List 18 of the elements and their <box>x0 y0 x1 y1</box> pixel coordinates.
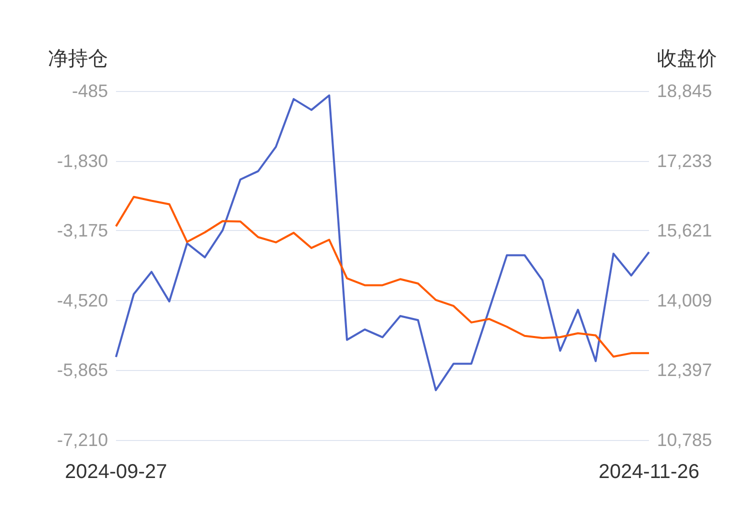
y-tick-label: -5,865 <box>56 360 108 380</box>
y2-tick-label: 12,397 <box>657 360 712 380</box>
y2-axis-title: 收盘价 <box>657 48 717 70</box>
line-series <box>115 196 650 358</box>
x-tick-label: 2024-11-26 <box>598 461 700 483</box>
y-tick-label: -4,520 <box>56 290 108 310</box>
y2-tick-label: 18,845 <box>657 81 712 101</box>
y-tick-label: -3,175 <box>56 220 108 241</box>
y2-tick-label: 10,785 <box>657 430 712 450</box>
y2-tick-label: 15,621 <box>657 220 712 241</box>
y-tick-label: -7,210 <box>56 430 108 450</box>
y2-tick-label: 14,009 <box>657 290 712 310</box>
y-tick-label: -1,830 <box>56 150 108 171</box>
line-series <box>115 94 650 392</box>
y-tick-label: -485 <box>72 81 108 101</box>
x-tick-label: 2024-09-27 <box>64 461 168 483</box>
y-axis-title: 净持仓 <box>48 48 108 70</box>
y2-tick-label: 17,233 <box>657 150 712 171</box>
